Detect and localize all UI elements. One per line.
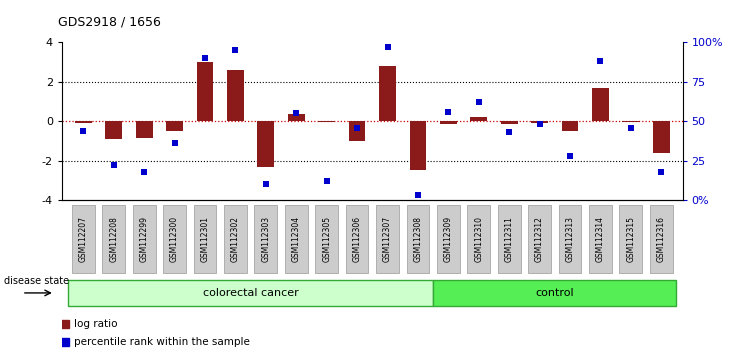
FancyBboxPatch shape (72, 205, 95, 273)
FancyBboxPatch shape (467, 205, 490, 273)
Text: GSM112207: GSM112207 (79, 216, 88, 262)
Bar (531, 121, 548, 123)
FancyBboxPatch shape (558, 205, 581, 273)
Bar (561, 121, 578, 131)
Text: GSM112314: GSM112314 (596, 216, 605, 262)
Text: GSM112307: GSM112307 (383, 216, 392, 262)
FancyBboxPatch shape (68, 280, 433, 307)
Bar (166, 121, 183, 131)
Text: colorectal cancer: colorectal cancer (203, 288, 299, 298)
Text: GSM112308: GSM112308 (413, 216, 423, 262)
Text: percentile rank within the sample: percentile rank within the sample (74, 337, 250, 347)
Text: GSM112208: GSM112208 (110, 216, 118, 262)
Text: disease state: disease state (4, 275, 69, 286)
Text: GSM112300: GSM112300 (170, 216, 179, 262)
Bar (227, 70, 244, 121)
FancyBboxPatch shape (346, 205, 369, 273)
FancyBboxPatch shape (255, 205, 277, 273)
Text: GSM112311: GSM112311 (504, 216, 514, 262)
FancyBboxPatch shape (224, 205, 247, 273)
FancyBboxPatch shape (285, 205, 307, 273)
Bar (136, 121, 153, 138)
FancyBboxPatch shape (407, 205, 429, 273)
Text: GSM112304: GSM112304 (292, 216, 301, 262)
Text: GSM112316: GSM112316 (657, 216, 666, 262)
Bar (653, 121, 669, 153)
Text: GSM112299: GSM112299 (139, 216, 149, 262)
Text: GSM112303: GSM112303 (261, 216, 270, 262)
Text: control: control (536, 288, 574, 298)
Bar (410, 121, 426, 171)
Text: GSM112309: GSM112309 (444, 216, 453, 262)
Text: GSM112306: GSM112306 (353, 216, 361, 262)
Bar (470, 117, 487, 121)
Text: GSM112305: GSM112305 (322, 216, 331, 262)
Bar (440, 121, 457, 124)
FancyBboxPatch shape (102, 205, 125, 273)
FancyBboxPatch shape (437, 205, 460, 273)
Bar (623, 121, 639, 122)
Bar (288, 114, 304, 121)
FancyBboxPatch shape (650, 205, 672, 273)
Text: GSM112313: GSM112313 (566, 216, 575, 262)
Bar (349, 121, 366, 141)
FancyBboxPatch shape (164, 205, 186, 273)
FancyBboxPatch shape (433, 280, 677, 307)
Text: GSM112315: GSM112315 (626, 216, 635, 262)
Bar (258, 121, 274, 166)
FancyBboxPatch shape (529, 205, 551, 273)
Text: GSM112312: GSM112312 (535, 216, 544, 262)
Bar (592, 88, 609, 121)
Text: GDS2918 / 1656: GDS2918 / 1656 (58, 15, 161, 28)
FancyBboxPatch shape (498, 205, 520, 273)
Bar (105, 121, 122, 139)
FancyBboxPatch shape (193, 205, 216, 273)
Bar (318, 121, 335, 122)
FancyBboxPatch shape (376, 205, 399, 273)
Bar (501, 121, 518, 124)
Bar (75, 121, 92, 123)
Text: GSM112310: GSM112310 (474, 216, 483, 262)
Bar (196, 62, 213, 121)
Bar (379, 66, 396, 121)
FancyBboxPatch shape (589, 205, 612, 273)
FancyBboxPatch shape (620, 205, 642, 273)
FancyBboxPatch shape (315, 205, 338, 273)
Text: log ratio: log ratio (74, 319, 118, 329)
Text: GSM112302: GSM112302 (231, 216, 240, 262)
Text: GSM112301: GSM112301 (201, 216, 210, 262)
FancyBboxPatch shape (133, 205, 155, 273)
